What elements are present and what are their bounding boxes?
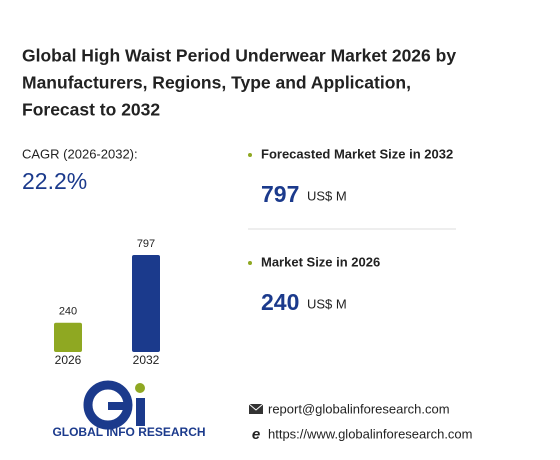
bullet bbox=[248, 261, 252, 265]
logo-mark bbox=[136, 398, 145, 426]
cagr-value: 22.2% bbox=[22, 168, 87, 194]
email[interactable]: report@globalinforesearch.com bbox=[268, 401, 450, 416]
stat-unit: US$ M bbox=[307, 296, 347, 311]
email-icon bbox=[248, 403, 264, 411]
title-line: Forecast to 2032 bbox=[22, 100, 160, 120]
stat-label: Market Size in 2026 bbox=[261, 254, 380, 269]
logo-text: GLOBAL INFO RESEARCH bbox=[52, 425, 205, 439]
stat-unit: US$ M bbox=[307, 188, 347, 203]
logo-mark bbox=[108, 402, 126, 410]
stat-value: 797 bbox=[261, 181, 299, 207]
stat-value: 240 bbox=[261, 289, 299, 315]
bar bbox=[54, 322, 82, 352]
bar-chart: 240 2026 797 2032 bbox=[54, 238, 160, 367]
logo-mark bbox=[83, 380, 133, 430]
cagr-label: CAGR (2026-2032): bbox=[22, 146, 138, 161]
title-line: Global High Waist Period Underwear Marke… bbox=[22, 46, 456, 66]
title-line: Manufacturers, Regions, Type and Applica… bbox=[22, 73, 411, 93]
category-label: 2026 bbox=[55, 353, 82, 367]
value-label: 240 bbox=[59, 306, 77, 318]
bullet bbox=[248, 153, 252, 157]
web-icon: e bbox=[252, 426, 260, 443]
email-icon bbox=[249, 404, 263, 414]
category-label: 2032 bbox=[133, 353, 160, 367]
logo: GLOBAL INFO RESEARCH bbox=[52, 380, 206, 439]
website[interactable]: https://www.globalinforesearch.com bbox=[268, 426, 472, 441]
stat-label: Forecasted Market Size in 2032 bbox=[261, 146, 453, 161]
value-label: 797 bbox=[137, 238, 155, 250]
logo-mark bbox=[135, 383, 145, 393]
bar bbox=[132, 255, 160, 352]
